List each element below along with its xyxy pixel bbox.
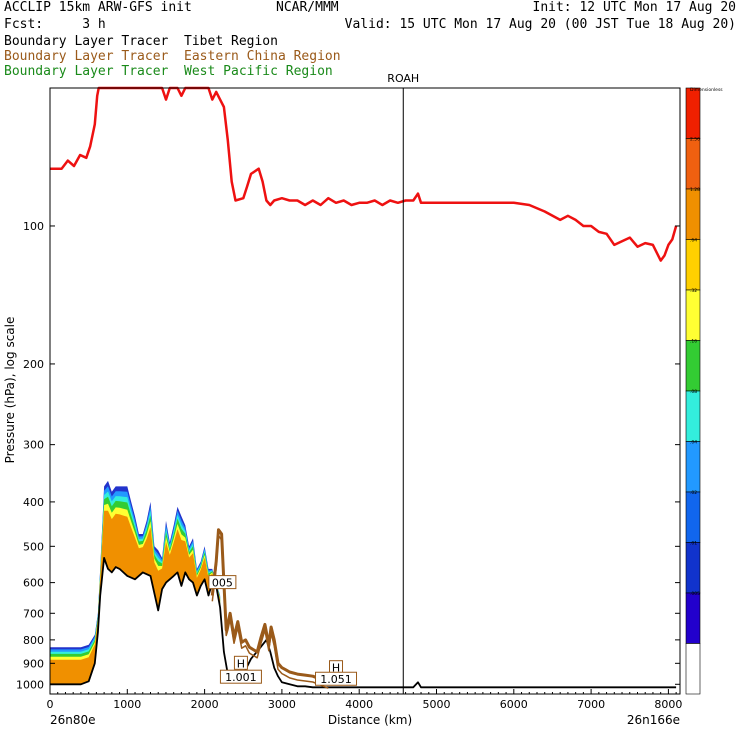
header-line1-center: NCAR/MMM	[276, 0, 339, 15]
contour-label: H	[237, 657, 245, 670]
y-tick-label: 700	[23, 607, 44, 620]
y-tick-label: 900	[23, 657, 44, 670]
colorbar-segment	[685, 239, 701, 291]
start-location-label: 26n80e	[50, 713, 96, 727]
colorbar-segment	[685, 87, 701, 139]
contour-label: H	[332, 662, 340, 675]
x-tick-label: 4000	[345, 698, 373, 711]
contour-label-box	[315, 671, 358, 686]
colorbar-label: .02	[690, 490, 697, 496]
y-tick-label: 200	[23, 358, 44, 371]
plot-frame	[49, 87, 681, 695]
contour-label: 1.051	[320, 673, 352, 686]
y-tick-label: 400	[23, 496, 44, 509]
legend-entry-west-pacific: Boundary Layer Tracer West Pacific Regio…	[4, 64, 333, 79]
colorbar: Dimensionless 2.56 1.28 .64 .32 .16 .08 .04 .02.…	[685, 87, 723, 695]
marker-layer: ROAH	[387, 72, 419, 694]
contour-label-box	[208, 575, 237, 590]
colorbar-segment	[685, 643, 701, 695]
colorbar-label: .64	[690, 238, 697, 244]
colorbar-segment	[685, 390, 701, 442]
header-line2-right: Valid: 15 UTC Mon 17 Aug 20 (00 JST Tue …	[344, 17, 736, 32]
header-line2-left: Fcst: 3 h	[4, 17, 106, 32]
y-tick-label: 600	[23, 577, 44, 590]
contour-label: 1.001	[225, 671, 257, 684]
y-tick-label: 500	[23, 540, 44, 553]
header-line1-left: ACCLIP 15km ARW-GFS init	[4, 0, 192, 15]
series-line-tibet	[50, 557, 677, 689]
legend-entry-tibet: Boundary Layer Tracer Tibet Region	[4, 34, 278, 49]
legend-region: Tibet Region	[184, 34, 278, 49]
y-axis-label: Pressure (hPa), log scale	[3, 317, 17, 464]
y-tick-label: 800	[23, 634, 44, 647]
colorbar-segment	[685, 542, 701, 594]
colorbar-segment	[685, 592, 701, 644]
legend-prefix: Boundary Layer Tracer	[4, 64, 169, 79]
series-line-eastern-china	[210, 528, 329, 684]
colorbar-label: 1.28	[690, 187, 700, 193]
y-tick-label: 1000	[16, 678, 44, 691]
colorbar-segment	[685, 289, 701, 341]
legend-region: West Pacific Region	[184, 64, 333, 79]
contour-label-box	[219, 669, 262, 684]
y-tick-label: 100	[23, 220, 44, 233]
colorbar-segment	[685, 441, 701, 493]
tropopause-line	[50, 86, 678, 262]
colorbar-segment	[685, 491, 701, 543]
x-tick-label: 1000	[113, 698, 141, 711]
colorbar-label: .08	[690, 389, 697, 395]
end-location-label: 26n166e	[627, 713, 680, 727]
tracer-fill-layer	[50, 480, 221, 685]
series-layer	[50, 86, 678, 689]
roah-marker-label: ROAH	[387, 72, 419, 85]
contour-label: 005	[212, 577, 233, 590]
legend-entry-eastern-china: Boundary Layer Tracer Eastern China Regi…	[4, 49, 341, 64]
colorbar-segment	[685, 188, 701, 240]
x-tick-label: 0	[47, 698, 54, 711]
x-tick-label: 5000	[423, 698, 451, 711]
y-axis: 100 200 300 400 500 600 700 800 900 1000	[16, 220, 680, 691]
colorbar-label: .005	[690, 591, 700, 597]
legend-prefix: Boundary Layer Tracer	[4, 34, 169, 49]
colorbar-label: .32	[690, 288, 697, 294]
x-tick-label: 6000	[500, 698, 528, 711]
legend-prefix: Boundary Layer Tracer	[4, 49, 169, 64]
legend-region: Eastern China Region	[184, 49, 341, 64]
x-tick-label: 7000	[577, 698, 605, 711]
x-tick-label: 8000	[654, 698, 682, 711]
x-axis-label: Distance (km)	[328, 713, 412, 727]
colorbar-segment	[685, 340, 701, 392]
y-tick-label: 300	[23, 439, 44, 452]
colorbar-label: .01	[690, 541, 697, 547]
colorbar-label: Dimensionless	[690, 87, 723, 93]
header-line1-right: Init: 12 UTC Mon 17 Aug 20	[532, 0, 737, 15]
colorbar-label: 2.56	[690, 137, 700, 143]
colorbar-label: .16	[690, 339, 697, 345]
colorbar-segment	[685, 138, 701, 190]
tracer-band-5	[50, 510, 221, 685]
x-tick-label: 3000	[268, 698, 296, 711]
colorbar-label: .04	[690, 440, 697, 446]
series-line-eastern-china-inner	[211, 534, 329, 689]
contour-label-box	[233, 655, 248, 670]
x-axis: 0 1000 2000 3000 4000 5000 6000 7000 8000	[47, 689, 682, 711]
x-tick-label: 2000	[191, 698, 219, 711]
